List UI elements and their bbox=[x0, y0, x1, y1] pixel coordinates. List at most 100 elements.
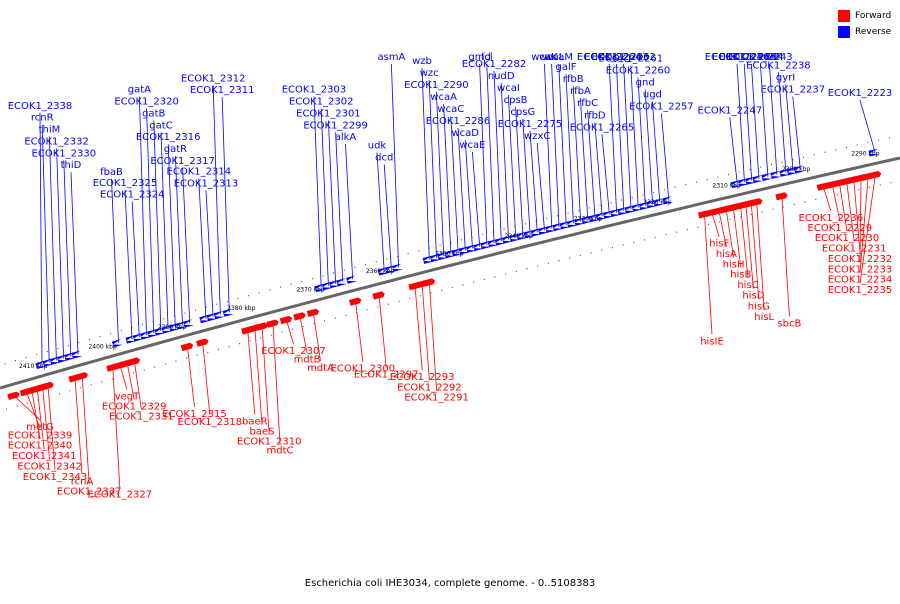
gene-label-ECOK1_2236: ECOK1_2236 bbox=[799, 213, 864, 224]
gene-label-ECOK1_2263: ECOK1_2263 bbox=[584, 52, 649, 63]
leader-line bbox=[247, 330, 256, 415]
reverse-gene-wcaE bbox=[473, 242, 484, 251]
leader-line bbox=[464, 139, 473, 249]
leader-line bbox=[74, 377, 83, 475]
legend-forward: Forward bbox=[838, 8, 891, 24]
forward-gene-ECOK1_2315 bbox=[180, 342, 194, 352]
gene-label-rfbB: rfbB bbox=[563, 74, 584, 85]
leader-line bbox=[718, 210, 727, 248]
reverse-gene-ECOK1_2312 bbox=[213, 310, 225, 320]
reverse-gene-ECOK1_2338 bbox=[35, 360, 47, 369]
leader-line bbox=[558, 63, 567, 226]
leader-line bbox=[328, 120, 336, 284]
leader-line bbox=[594, 122, 603, 217]
leader-line bbox=[112, 367, 121, 488]
reverse-gene-galF bbox=[566, 219, 578, 228]
gene-label-udk: udk bbox=[368, 141, 387, 152]
gene-label-ECOK1_2341: ECOK1_2341 bbox=[12, 451, 77, 462]
reverse-gene-ECOK1_2290 bbox=[437, 252, 448, 261]
gene-label-ECOK1_2231: ECOK1_2231 bbox=[822, 244, 887, 255]
leader-line bbox=[711, 212, 720, 237]
gene-label-mdtB: mdtB bbox=[294, 355, 321, 366]
reverse-gene-ECOK1_2261 bbox=[631, 203, 643, 212]
axis-tick-label: 2400 kbp bbox=[88, 343, 116, 350]
gene-label-mdtC: mdtC bbox=[267, 446, 294, 457]
reverse-gene-ECOK1_2246 bbox=[738, 178, 749, 187]
gene-label-ECOK1_2331: ECOK1_2331 bbox=[109, 412, 174, 423]
reverse-gene-asmA bbox=[392, 263, 403, 272]
gene-label-ECOK1_2301: ECOK1_2301 bbox=[296, 109, 361, 120]
leader-line bbox=[81, 375, 90, 485]
gene-label-ECOK1_2297: ECOK1_2297 bbox=[354, 370, 419, 381]
leader-line bbox=[736, 63, 745, 183]
leader-line bbox=[320, 108, 329, 286]
reverse-gene-ECOK1_2263 bbox=[617, 207, 628, 216]
reverse-gene-wcaI bbox=[509, 233, 520, 242]
leader-line bbox=[630, 65, 639, 208]
genome-axis bbox=[0, 156, 900, 390]
gene-label-ECOK1_2307: ECOK1_2307 bbox=[261, 346, 326, 357]
gene-label-ECOK1_2325: ECOK1_2325 bbox=[93, 178, 158, 189]
leader-line bbox=[131, 201, 140, 338]
gene-label-ECOK1_2312: ECOK1_2312 bbox=[181, 74, 246, 85]
gene-label-ECOK1_2286: ECOK1_2286 bbox=[426, 116, 491, 127]
leader-line bbox=[859, 177, 862, 263]
gene-label-ECOK1_2318: ECOK1_2318 bbox=[178, 417, 243, 428]
leader-line bbox=[846, 181, 855, 242]
leader-line bbox=[486, 63, 495, 244]
reverse-gene-ECOK1_2325 bbox=[125, 335, 137, 344]
gene-label-ECOK1_2317: ECOK1_2317 bbox=[150, 156, 215, 167]
reverse-gene-gatC bbox=[161, 325, 173, 334]
gene-label-rcnR: rcnR bbox=[31, 113, 54, 124]
leader-line bbox=[56, 148, 64, 359]
gene-label-ECOK1_2299: ECOK1_2299 bbox=[303, 120, 368, 131]
reverse-gene-rfbC bbox=[588, 214, 600, 223]
reverse-gene-ECOK1_2332 bbox=[57, 354, 68, 363]
reverse-gene-gnd bbox=[646, 200, 657, 209]
leader-line bbox=[49, 136, 57, 361]
leader-line bbox=[205, 190, 214, 317]
gene-label-ECOK1_2315: ECOK1_2315 bbox=[162, 409, 227, 420]
axis-tick-label: 2410 kbp bbox=[19, 363, 47, 370]
reverse-gene-veeF bbox=[770, 170, 782, 179]
gene-label-ECOK1_2316: ECOK1_2316 bbox=[136, 132, 201, 143]
leader-line bbox=[500, 82, 509, 240]
axis-tick-label: 2290 kbp bbox=[851, 151, 879, 158]
gene-label-ugd: ugd bbox=[643, 90, 662, 101]
leader-line bbox=[792, 96, 801, 170]
reverse-gene-ECOK1_2245 bbox=[745, 176, 756, 185]
legend-reverse: Reverse bbox=[838, 24, 891, 40]
gene-label-ECOK1_2237: ECOK1_2237 bbox=[761, 85, 826, 96]
forward-gene-ECOK1_2300 bbox=[349, 297, 362, 306]
leader-line bbox=[146, 108, 155, 334]
reverse-gene-wzxC bbox=[538, 226, 549, 235]
gene-label-ECOK1_2342: ECOK1_2342 bbox=[17, 462, 82, 473]
gene-label-wzxC: wzxC bbox=[524, 131, 550, 142]
leader-line bbox=[111, 178, 119, 343]
gene-label-ECOK1_2293: ECOK1_2293 bbox=[390, 372, 455, 383]
gene-label-hisH: hisH bbox=[723, 259, 745, 270]
gene-label-thiM: thiM bbox=[39, 125, 61, 136]
reverse-gene-nudD bbox=[502, 235, 513, 244]
gene-label-ECOK1_2275: ECOK1_2275 bbox=[498, 119, 563, 130]
reverse-gene-ECOK1_2314 bbox=[199, 314, 211, 324]
leader-line bbox=[160, 132, 169, 330]
gene-label-wcaI: wcaI bbox=[497, 83, 520, 94]
gene-label-gatA: gatA bbox=[128, 85, 151, 96]
leader-line bbox=[859, 174, 876, 284]
reverse-gene-cpsB bbox=[516, 231, 528, 241]
leader-line bbox=[378, 295, 387, 368]
reverse-gene-wcaA bbox=[444, 250, 456, 259]
leader-line bbox=[421, 68, 430, 260]
gene-label-ECOK1_2246: ECOK1_2246 bbox=[705, 52, 770, 63]
gene-label-ECOK1_2229: ECOK1_2229 bbox=[808, 223, 873, 234]
reverse-gene-gatR bbox=[175, 321, 187, 330]
gene-label-ECOK1_2320: ECOK1_2320 bbox=[114, 97, 179, 108]
leader-line bbox=[756, 201, 765, 311]
leader-line bbox=[198, 178, 207, 319]
reverse-gene-wcaL bbox=[552, 223, 564, 232]
reverse-gene-ECOK1_2286 bbox=[458, 246, 470, 255]
leader-line bbox=[391, 63, 399, 268]
gene-label-hisA: hisA bbox=[716, 249, 737, 260]
